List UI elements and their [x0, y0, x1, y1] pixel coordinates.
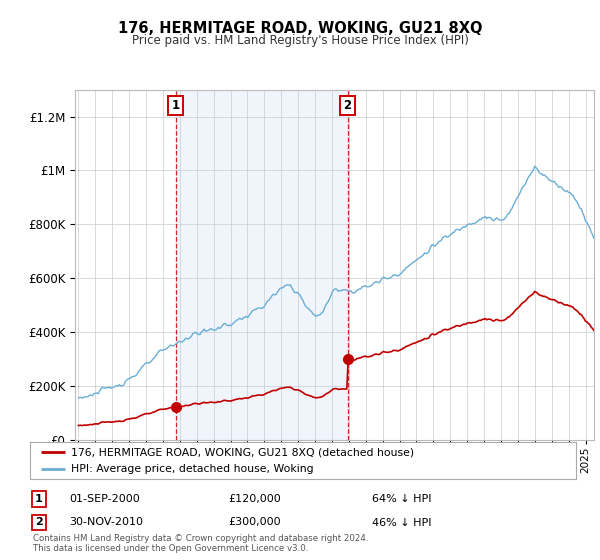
Bar: [176, 90, 347, 440]
Text: £300,000: £300,000: [228, 517, 281, 528]
Text: 2: 2: [35, 517, 43, 528]
Text: 176, HERMITAGE ROAD, WOKING, GU21 8XQ (detached house): 176, HERMITAGE ROAD, WOKING, GU21 8XQ (d…: [71, 447, 414, 457]
Text: 2: 2: [343, 99, 352, 112]
Text: £120,000: £120,000: [228, 494, 281, 504]
Text: 46% ↓ HPI: 46% ↓ HPI: [372, 517, 431, 528]
Text: HPI: Average price, detached house, Woking: HPI: Average price, detached house, Woki…: [71, 464, 314, 474]
Text: 1: 1: [35, 494, 43, 504]
Text: 176, HERMITAGE ROAD, WOKING, GU21 8XQ: 176, HERMITAGE ROAD, WOKING, GU21 8XQ: [118, 21, 482, 36]
Text: 1: 1: [172, 99, 179, 112]
Text: Contains HM Land Registry data © Crown copyright and database right 2024.
This d: Contains HM Land Registry data © Crown c…: [33, 534, 368, 553]
Text: Price paid vs. HM Land Registry's House Price Index (HPI): Price paid vs. HM Land Registry's House …: [131, 34, 469, 46]
Text: 30-NOV-2010: 30-NOV-2010: [69, 517, 143, 528]
Text: 64% ↓ HPI: 64% ↓ HPI: [372, 494, 431, 504]
Text: 01-SEP-2000: 01-SEP-2000: [69, 494, 140, 504]
